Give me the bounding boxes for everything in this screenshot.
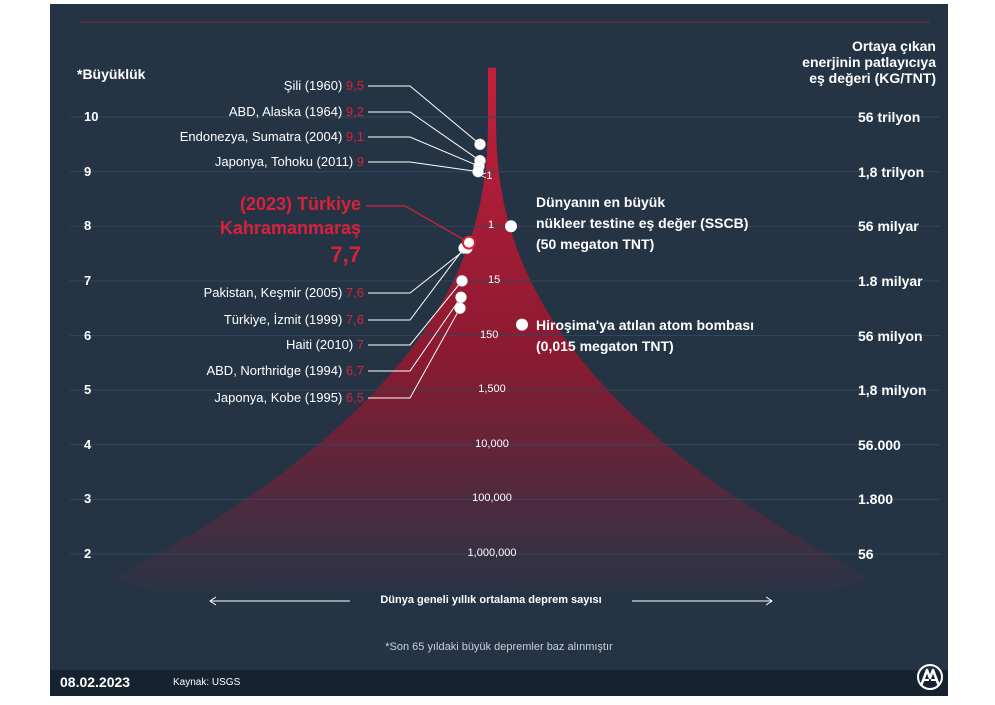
earthquake-point xyxy=(474,138,486,151)
energy-tick: 56 trilyon xyxy=(858,109,921,125)
infographic-card: *Büyüklük Ortaya çıkan enerjinin patlayı… xyxy=(50,4,948,696)
magnitude-tick: 5 xyxy=(84,382,92,398)
highlight-label-line: Kahramanmaraş xyxy=(219,218,361,238)
earthquake-magnitude: 6,7 xyxy=(345,363,364,378)
earthquake-label: Endonezya, Sumatra (2004) 9,1 xyxy=(180,129,364,144)
annual-count-label: 100,000 xyxy=(472,492,512,505)
earthquake-name: Türkiye, İzmit (1999) xyxy=(223,312,346,327)
annotation-line: Dünyanın en büyük xyxy=(536,194,666,210)
earthquake-label: ABD, Northridge (1994) 6,7 xyxy=(206,363,364,378)
leader-line xyxy=(368,161,479,173)
earthquake-magnitude: 7,6 xyxy=(345,285,364,300)
leader-line xyxy=(368,136,480,167)
highlight-point xyxy=(462,235,476,250)
magnitude-tick: 9 xyxy=(84,163,92,179)
earthquake-name: Japonya, Kobe (1995) xyxy=(214,390,346,405)
annual-count-label: 1,000,000 xyxy=(467,547,517,559)
earthquake-point xyxy=(472,165,484,178)
earthquake-magnitude: 7,6 xyxy=(345,312,364,327)
highlight-leader-line xyxy=(366,205,470,244)
footer-bar: 08.02.2023 Kaynak: USGS xyxy=(50,670,948,696)
earthquake-name: Japonya, Tohoku (2011) xyxy=(214,154,357,169)
earthquake-name: Şili (1960) xyxy=(283,78,346,93)
annual-count-label: 1 xyxy=(488,219,495,232)
leader-line xyxy=(368,247,468,294)
axis-arrowhead-left xyxy=(209,596,217,606)
earthquake-label: Şili (1960) 9,5 xyxy=(284,78,364,93)
annual-count-label: 15 xyxy=(488,273,501,286)
leader-line xyxy=(368,85,481,145)
leader-line xyxy=(368,296,462,372)
earthquake-point xyxy=(454,302,466,314)
magnitude-axis-title: *Büyüklük xyxy=(77,66,146,82)
energy-tick: 1,8 milyon xyxy=(858,382,927,399)
earthquake-magnitude: 9,5 xyxy=(345,78,364,93)
annual-count-label: 1,500 xyxy=(478,383,506,396)
energy-title-line-2: enerjinin patlayıcıya xyxy=(802,54,936,70)
publish-date: 08.02.2023 xyxy=(60,674,131,690)
magnitude-chart xyxy=(70,21,940,606)
earthquake-label: Türkiye, İzmit (1999) 7,6 xyxy=(224,312,364,327)
magnitude-tick: 10 xyxy=(84,109,99,124)
energy-axis-title: Ortaya çıkan enerjinin patlayıcıya eş de… xyxy=(802,38,936,86)
source-label: Kaynak: USGS xyxy=(173,677,241,688)
footnote: *Son 65 yıldaki büyük depremler baz alın… xyxy=(385,641,613,653)
earthquake-name: Endonezya, Sumatra (2004) xyxy=(179,129,346,144)
earthquake-name: Pakistan, Keşmir (2005) xyxy=(203,285,346,300)
annotation-line: nükleer testine eş değer (SSCB) xyxy=(536,215,749,231)
earthquake-magnitude: 6,5 xyxy=(345,390,364,405)
earthquake-point xyxy=(455,291,467,304)
frequency-axis-label: Dünya geneli yıllık ortalama deprem sayı… xyxy=(380,594,602,606)
highlight-label-line: (2023) Türkiye xyxy=(239,194,361,214)
annotation-point xyxy=(516,318,528,331)
earthquake-label: ABD, Alaska (1964) 9,2 xyxy=(229,104,364,119)
energy-title-line-3: eş değeri (KG/TNT) xyxy=(809,70,936,86)
earthquake-point xyxy=(456,275,468,287)
earthquake-label: Haiti (2010) 7 xyxy=(286,337,364,352)
energy-tick: 56 milyon xyxy=(858,327,923,344)
magnitude-tick: 3 xyxy=(84,491,92,507)
energy-tick: 1.800 xyxy=(858,491,894,508)
axis-arrowhead-right xyxy=(765,596,773,606)
earthquake-name: Haiti (2010) xyxy=(285,337,357,352)
earthquake-label: Pakistan, Keşmir (2005) 7,6 xyxy=(204,285,364,300)
annotation-line: (50 megaton TNT) xyxy=(536,236,655,252)
annual-count-label: 10,000 xyxy=(475,437,509,450)
annotation-line: (0,015 megaton TNT) xyxy=(536,338,674,354)
leader-line xyxy=(368,111,481,162)
earthquake-label: Japonya, Kobe (1995) 6,5 xyxy=(214,390,364,405)
annotation-point xyxy=(505,220,517,233)
earthquake-magnitude: 9,1 xyxy=(345,129,364,144)
earthquake-label: Japonya, Tohoku (2011) 9 xyxy=(215,154,364,169)
energy-tick: 56.000 xyxy=(858,436,901,453)
earthquake-magnitude: 9 xyxy=(356,154,364,169)
energy-tick: 1,8 trilyon xyxy=(858,163,925,180)
magnitude-tick: 7 xyxy=(84,272,92,288)
energy-tick: 56 milyar xyxy=(858,218,919,235)
earthquake-magnitude: 7 xyxy=(356,337,364,352)
magnitude-tick: 6 xyxy=(84,327,92,343)
earthquake-magnitude: 9,2 xyxy=(345,104,364,119)
aa-logo xyxy=(917,664,943,690)
annotation-line: Hiroşima'ya atılan atom bombası xyxy=(536,317,755,333)
energy-tick: 1.8 milyar xyxy=(858,272,923,289)
magnitude-tick: 2 xyxy=(84,546,92,561)
highlight-value: 7,7 xyxy=(330,242,361,267)
energy-title-line-1: Ortaya çıkan xyxy=(851,38,936,54)
leader-line xyxy=(368,280,463,346)
leader-line xyxy=(368,247,465,321)
annual-count-label: 150 xyxy=(480,328,499,341)
magnitude-tick: 4 xyxy=(84,436,92,452)
energy-tick: 56 xyxy=(858,546,874,562)
earthquake-name: ABD, Northridge (1994) xyxy=(206,363,346,378)
annual-count-label: <1 xyxy=(480,170,493,183)
earthquake-name: ABD, Alaska (1964) xyxy=(228,104,346,119)
leader-line xyxy=(368,307,461,399)
magnitude-tick: 8 xyxy=(84,218,92,234)
energy-funnel xyxy=(113,67,871,592)
